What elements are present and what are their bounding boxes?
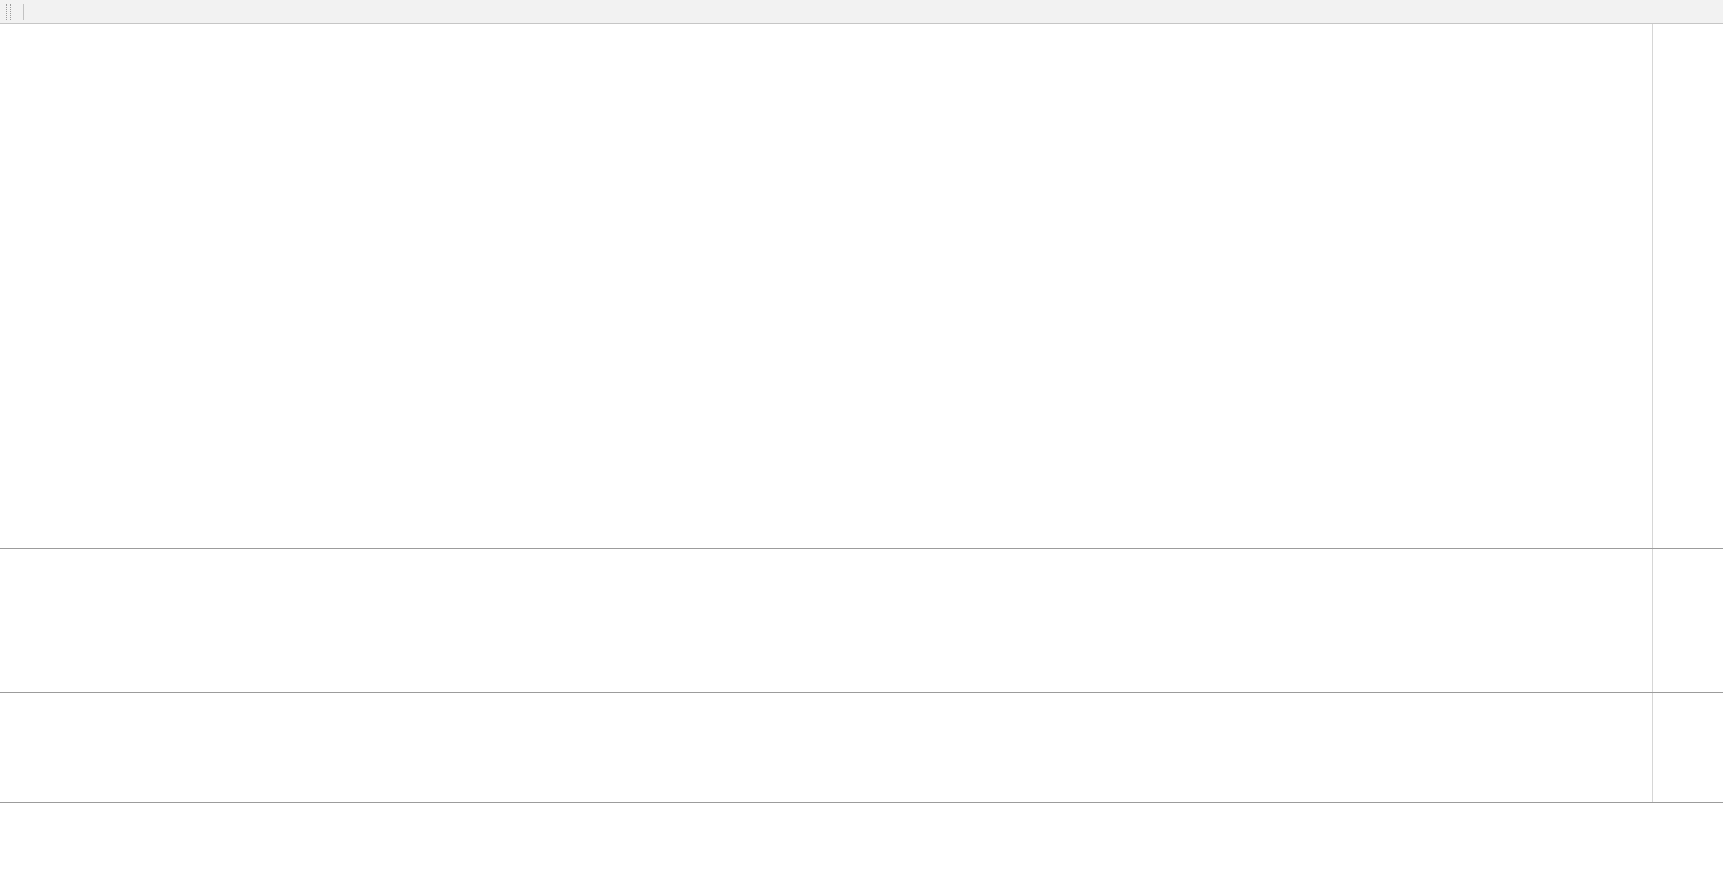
rsi-canvas[interactable]	[0, 693, 1652, 802]
bottom-filler	[0, 821, 1723, 892]
toolbar	[0, 0, 1723, 24]
chart-title	[7, 29, 39, 41]
toolbar-separator	[23, 3, 24, 20]
rsi-label	[7, 697, 13, 709]
rsi-axis[interactable]	[1652, 693, 1723, 802]
macd-label	[7, 553, 19, 565]
main-chart-panel	[0, 24, 1723, 549]
rsi-panel	[0, 693, 1723, 803]
toolbar-grip[interactable]	[6, 3, 11, 20]
macd-panel	[0, 549, 1723, 693]
price-chart-canvas[interactable]	[0, 24, 1652, 548]
price-axis[interactable]	[1652, 24, 1723, 548]
macd-canvas[interactable]	[0, 549, 1652, 692]
time-axis[interactable]	[0, 803, 1723, 821]
macd-axis[interactable]	[1652, 549, 1723, 692]
